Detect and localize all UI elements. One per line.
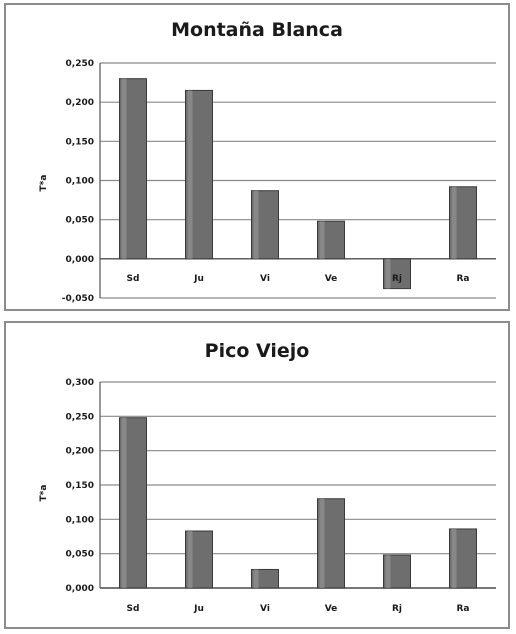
y-tick-label: 0,150 <box>66 481 94 491</box>
bar-highlight <box>253 190 259 259</box>
bar-highlight <box>451 528 457 588</box>
x-tick-label: Rj <box>392 274 402 284</box>
bar-highlight <box>385 555 391 588</box>
bar-highlight <box>187 90 193 259</box>
bar-highlight <box>385 258 391 289</box>
bar-highlight <box>319 221 325 259</box>
y-tick-label: 0,200 <box>66 98 94 108</box>
x-tick-label: Vi <box>260 604 270 614</box>
bar-highlight <box>187 531 193 588</box>
chart-pico-viejo: Pico Viejo T*a 0,300 0,250 0,200 0,150 0,100… <box>39 340 496 614</box>
chart-title: Montaña Blanca <box>171 19 343 41</box>
chart-title: Pico Viejo <box>205 340 310 362</box>
chart-panel-pico-viejo: Pico Viejo T*a 0,300 0,250 0,200 0,150 0,100… <box>4 321 510 629</box>
x-tick-label: Ve <box>325 604 338 614</box>
y-tick-label: 0,250 <box>66 59 94 69</box>
x-tick-label: Ve <box>325 274 338 284</box>
bar-highlight <box>451 186 457 259</box>
chart-montana-blanca: Montaña Blanca T*a 0,250 0,200 0,150 0,100 0… <box>39 19 496 304</box>
x-tick-label: Ju <box>193 274 204 284</box>
y-tick-label: 0,050 <box>66 216 94 226</box>
x-tick-label: Ju <box>193 604 204 614</box>
bar-highlight <box>253 569 259 588</box>
y-tick-label: 0,000 <box>66 584 94 594</box>
x-tick-label: Ra <box>456 274 469 284</box>
chart-panel-montana-blanca: Montaña Blanca T*a 0,250 0,200 0,150 0,100 0… <box>4 3 510 311</box>
y-tick-label: 0,150 <box>66 137 94 147</box>
x-tick-label: Rj <box>392 604 402 614</box>
y-tick-label: 0,100 <box>66 515 94 525</box>
x-tick-label: Ra <box>456 604 469 614</box>
x-tick-label: Vi <box>260 274 270 284</box>
y-tick-label: 0,100 <box>66 177 94 187</box>
y-tick-label: 0,250 <box>66 412 94 422</box>
bar-highlight <box>319 498 325 588</box>
y-tick-label: 0,200 <box>66 447 94 457</box>
y-tick-label: 0,000 <box>66 255 94 265</box>
y-tick-label: -0,050 <box>62 294 94 304</box>
y-tick-label: 0,050 <box>66 550 94 560</box>
bar-highlight <box>121 417 127 588</box>
bar-highlight <box>121 78 127 259</box>
y-tick-label: 0,300 <box>66 378 94 388</box>
x-tick-label: Sd <box>127 604 140 614</box>
y-axis-label: T*a <box>39 485 49 502</box>
x-tick-label: Sd <box>127 274 140 284</box>
y-axis-label: T*a <box>39 175 49 192</box>
